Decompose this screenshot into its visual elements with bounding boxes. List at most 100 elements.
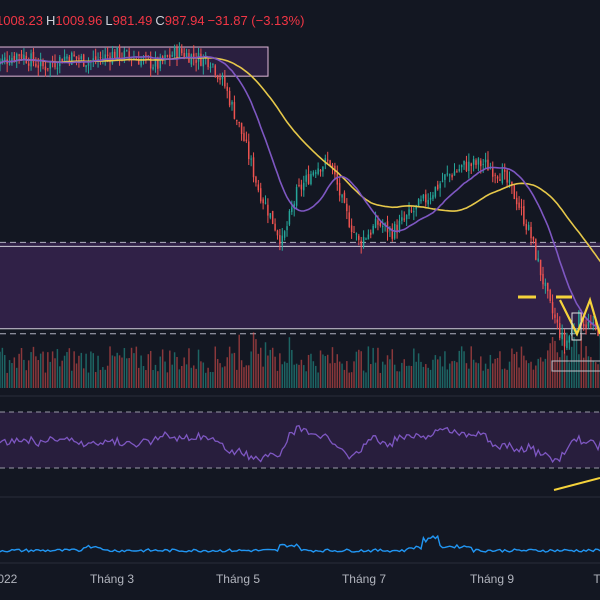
volume-bar [271, 347, 274, 388]
candle-body [71, 52, 73, 65]
candle-body [561, 332, 563, 340]
volume-bar [176, 356, 178, 388]
volume-bar [44, 372, 47, 388]
candle-body [322, 166, 324, 172]
volume-bar [118, 355, 121, 388]
volume-bar [133, 353, 135, 388]
volume-bar [348, 372, 350, 388]
candle-body [391, 228, 394, 239]
candle-body [594, 320, 597, 327]
candle-body [142, 57, 145, 60]
volume-bar [551, 336, 554, 388]
volume-bar [360, 351, 362, 388]
volume-bar [4, 355, 6, 388]
volume-bar [221, 367, 224, 388]
volume-bar [413, 348, 415, 388]
volume-bar [164, 361, 166, 388]
volume-bar [484, 363, 487, 388]
candle-body [66, 56, 68, 59]
volume-bar [475, 362, 477, 388]
candle-body [370, 232, 372, 235]
candle-body [315, 172, 317, 174]
candle-body [379, 222, 382, 226]
volume-bar [106, 365, 109, 388]
volume-bar [417, 353, 420, 388]
candle-body [437, 184, 439, 190]
volume-bar [92, 353, 95, 388]
volume-bar [570, 346, 573, 388]
candle-body [231, 101, 233, 105]
candle-body [489, 168, 492, 170]
volume-bar [135, 346, 138, 388]
volume-bar [123, 348, 126, 388]
volume-bar [126, 358, 128, 388]
volume-bar [585, 346, 587, 388]
volume-bar [39, 353, 42, 388]
candle-body [468, 161, 470, 172]
candle-body [35, 63, 37, 67]
candle-body [181, 48, 183, 54]
volume-bar [238, 334, 240, 388]
candle-body [556, 319, 559, 323]
candle-body [152, 67, 154, 70]
volume-bar [71, 370, 73, 388]
volume-bar [147, 354, 150, 388]
volume-bar [248, 365, 250, 388]
volume-bar [54, 358, 56, 388]
candle-body [377, 220, 379, 225]
low-value: 981.49 [112, 13, 153, 28]
volume-bar [460, 346, 463, 388]
candle-body [137, 58, 140, 65]
volume-bar [257, 353, 260, 388]
candle-body [279, 235, 281, 245]
candle-body [104, 54, 106, 59]
candle-body [97, 59, 99, 61]
volume-bar [451, 361, 453, 388]
candle-body [63, 56, 66, 62]
candle-body [429, 197, 432, 200]
candle-body [15, 53, 18, 62]
volume-bar [262, 366, 264, 388]
candle-body [494, 174, 496, 176]
candle-body [398, 220, 401, 232]
candle-body [212, 63, 214, 65]
candle-body [27, 63, 30, 66]
volume-bar [30, 352, 32, 388]
volume-bar [197, 349, 200, 388]
candle-body [171, 55, 173, 57]
volume-bar [303, 365, 305, 388]
volume-bar [532, 369, 535, 388]
candle-body [106, 54, 109, 56]
volume-bar [51, 351, 54, 388]
volume-bar [154, 364, 157, 388]
volume-bar [214, 346, 217, 388]
candle-body [1, 58, 4, 63]
volume-bar [346, 361, 348, 388]
candle-body [207, 58, 209, 67]
volume-bar [489, 354, 492, 388]
volume-bar [513, 354, 516, 388]
volume-bar [252, 332, 255, 388]
volume-bar [269, 349, 272, 388]
candle-body [305, 175, 307, 182]
volume-bar [6, 372, 8, 388]
volume-bar [374, 362, 377, 388]
volume-bar [506, 369, 508, 388]
volume-box [551, 360, 600, 372]
candle-body [264, 202, 267, 204]
candle-body [362, 236, 365, 246]
volume-bar [429, 369, 432, 388]
volume-bar [458, 350, 461, 388]
candle-body [547, 282, 549, 292]
volume-bar [8, 360, 11, 388]
candle-body [585, 324, 587, 328]
open-value: 1008.23 [0, 13, 43, 28]
volume-bar [190, 367, 193, 388]
candle-body [515, 197, 518, 205]
candle-body [482, 163, 484, 165]
candle-body [4, 57, 6, 61]
candle-body [439, 183, 441, 189]
volume-bar [228, 346, 231, 388]
